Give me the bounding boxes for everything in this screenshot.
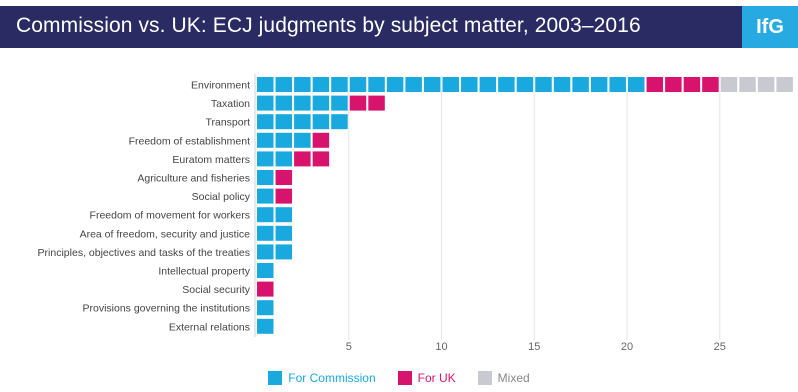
category-label: Transport — [205, 117, 250, 129]
x-tick-label: 15 — [528, 341, 540, 353]
legend-swatch-commission — [268, 371, 283, 385]
legend-swatch-uk — [397, 371, 412, 385]
square-commission — [331, 77, 348, 92]
square-uk — [646, 77, 664, 92]
square-commission — [461, 77, 478, 92]
square-commission — [312, 95, 330, 111]
square-commission — [294, 95, 311, 111]
square-uk — [257, 281, 274, 297]
square-commission — [442, 77, 459, 92]
square-uk — [312, 132, 330, 148]
x-tick-label: 10 — [435, 341, 447, 353]
square-uk — [275, 170, 293, 185]
legend-label-mixed: Mixed — [497, 371, 530, 385]
square-commission — [257, 170, 274, 185]
square-commission — [331, 95, 348, 111]
legend-label-uk: For UK — [417, 371, 456, 385]
square-commission — [349, 77, 367, 92]
category-label: Provisions governing the institutions — [82, 303, 250, 315]
square-commission — [257, 151, 274, 167]
square-commission — [257, 225, 274, 241]
square-commission — [553, 77, 571, 92]
square-commission — [628, 77, 645, 92]
square-commission — [386, 77, 404, 92]
legend-swatch-mixed — [477, 371, 492, 385]
square-commission — [479, 77, 497, 92]
square-commission — [275, 244, 293, 260]
square-commission — [275, 225, 293, 241]
square-commission — [275, 114, 293, 130]
square-commission — [535, 77, 552, 92]
square-commission — [609, 77, 626, 92]
square-uk — [294, 151, 311, 167]
square-commission — [257, 95, 274, 111]
square-uk — [312, 151, 330, 167]
ifg-logo: IfG — [742, 6, 798, 48]
category-label: Principles, objectives and tasks of the … — [38, 247, 250, 259]
square-commission — [257, 114, 274, 130]
square-commission — [257, 263, 274, 278]
square-mixed — [739, 77, 756, 92]
category-label: External relations — [169, 321, 250, 333]
square-commission — [423, 77, 441, 92]
x-tick-label: 20 — [621, 341, 633, 353]
square-commission — [257, 77, 274, 92]
square-commission — [516, 77, 534, 92]
square-commission — [312, 114, 330, 130]
x-tick-label: 5 — [346, 341, 352, 353]
square-mixed — [720, 77, 738, 92]
category-label: Freedom of movement for workers — [90, 210, 250, 222]
square-commission — [257, 300, 274, 316]
legend: For Commission For UK Mixed — [0, 371, 798, 385]
category-label: Social security — [182, 284, 250, 296]
square-commission — [590, 77, 608, 92]
square-commission — [331, 114, 348, 130]
square-uk — [665, 77, 682, 92]
square-commission — [294, 132, 311, 148]
square-commission — [294, 114, 311, 130]
square-commission — [405, 77, 422, 92]
square-commission — [257, 244, 274, 260]
category-label: Area of freedom, security and justice — [80, 228, 251, 240]
square-commission — [275, 77, 293, 92]
square-uk — [349, 95, 367, 111]
category-label: Agriculture and fisheries — [137, 173, 250, 185]
square-commission — [368, 77, 385, 92]
square-uk — [368, 95, 385, 111]
legend-label-commission: For Commission — [288, 371, 376, 385]
square-commission — [275, 151, 293, 167]
square-uk — [702, 77, 719, 92]
title-bar: Commission vs. UK: ECJ judgments by subj… — [0, 6, 798, 48]
square-commission — [572, 77, 589, 92]
square-commission — [294, 77, 311, 92]
square-commission — [257, 132, 274, 148]
square-commission — [498, 77, 515, 92]
legend-item-mixed: Mixed — [477, 371, 530, 385]
category-label: Social policy — [192, 191, 251, 203]
square-commission — [257, 188, 274, 204]
legend-item-uk: For UK — [397, 371, 456, 385]
square-commission — [275, 132, 293, 148]
legend-item-commission: For Commission — [268, 371, 376, 385]
square-mixed — [776, 77, 793, 92]
square-uk — [275, 188, 293, 204]
category-label: Euratom matters — [172, 154, 250, 166]
square-uk — [683, 77, 701, 92]
x-tick-label: 25 — [714, 341, 726, 353]
category-label: Environment — [191, 80, 250, 92]
square-mixed — [757, 77, 775, 92]
category-label: Freedom of establishment — [129, 135, 250, 147]
square-commission — [275, 95, 293, 111]
category-label: Intellectual property — [158, 266, 250, 278]
square-commission — [257, 318, 274, 334]
square-commission — [275, 207, 293, 223]
category-label: Taxation — [211, 98, 250, 110]
chart-title: Commission vs. UK: ECJ judgments by subj… — [16, 14, 641, 37]
square-commission — [312, 77, 330, 92]
square-commission — [257, 207, 274, 223]
